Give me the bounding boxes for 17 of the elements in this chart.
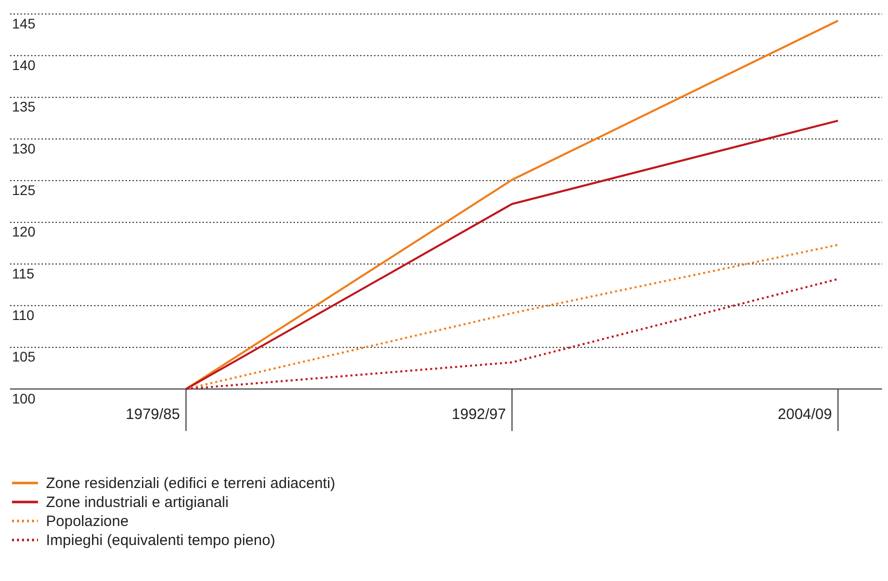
y-tick-label: 125 <box>12 182 36 198</box>
y-tick-label: 135 <box>12 98 36 115</box>
x-tick-label: 1979/85 <box>126 406 180 423</box>
y-tick-label: 110 <box>12 307 35 324</box>
x-tick-label: 1992/97 <box>452 406 506 423</box>
y-tick-label: 145 <box>12 15 36 32</box>
y-tick-label: 100 <box>12 390 36 406</box>
y-tick-label: 130 <box>12 140 36 156</box>
x-tick-label: 2004/09 <box>778 406 832 423</box>
y-tick-label: 105 <box>12 348 36 365</box>
y-tick-label: 115 <box>12 265 35 282</box>
legend-label: Zone residenziali (edifici e terreni adiacenti) <box>46 475 336 492</box>
legend-label: Zone industriali e artigianali <box>46 494 229 511</box>
legend-label: Impieghi (equivalenti tempo pieno) <box>46 532 276 549</box>
y-tick-label: 140 <box>12 57 36 74</box>
legend-label: Popolazione <box>46 513 129 530</box>
y-tick-label: 120 <box>12 224 36 240</box>
